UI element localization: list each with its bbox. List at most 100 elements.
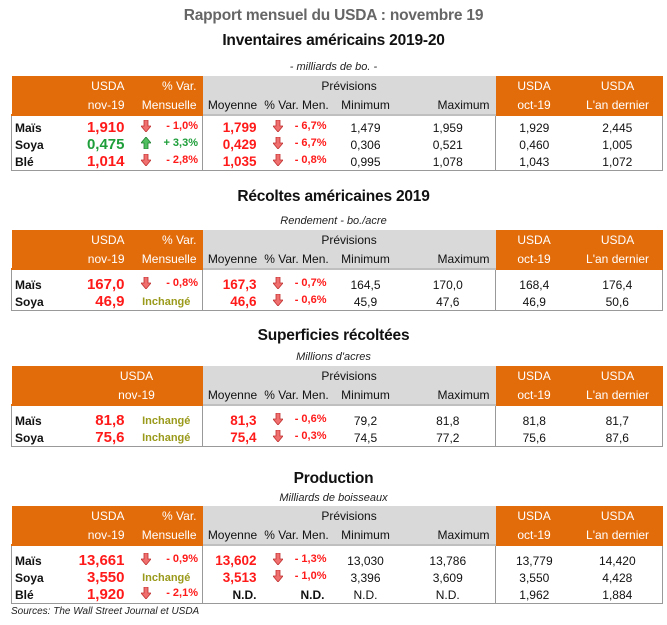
section-units: - milliards de bo. -: [289, 61, 378, 73]
crop-label: Maïs: [11, 276, 71, 293]
monthly-variation: Inchangé: [142, 571, 191, 584]
header-usda-last: USDA: [572, 366, 663, 385]
forecast-maximum: 170,0: [432, 277, 463, 292]
variation-percent: - 0,3%: [294, 430, 327, 442]
sources-note: Sources: The Wall Street Journal et USDA: [11, 606, 200, 617]
forecast-average: 46,6: [202, 293, 263, 311]
header-var: % Var.: [130, 76, 203, 95]
usda-oct-value: 75,6: [495, 429, 573, 447]
forecast-minimum: 0,306: [350, 137, 381, 152]
spacer-row: [11, 405, 664, 412]
header-var: % Var.: [130, 230, 203, 249]
forecast-average: 13,602: [202, 552, 263, 569]
crop-label: Maïs: [11, 552, 71, 569]
forecast-maximum: 13,786: [429, 553, 467, 568]
usda-oct-value: 3,550: [495, 569, 573, 586]
last-year-value: 176,4: [572, 276, 664, 293]
variation-percent: - 0,8%: [166, 277, 198, 289]
usda-nov-value: 167,0: [86, 276, 125, 293]
last-year-value: 1,005: [572, 136, 664, 153]
arrow-down-icon: [269, 570, 287, 582]
header-maximum: Maximum: [400, 249, 496, 270]
arrow-down-icon: [269, 120, 287, 132]
variation-percent: - 1,3%: [294, 553, 327, 565]
forecast-variation: - 0,6%: [262, 293, 331, 311]
variation-percent: - 0,6%: [294, 413, 327, 425]
header-nov19: nov-19: [70, 525, 131, 546]
last-year-value: 2,445: [572, 119, 664, 136]
forecast-variation: - 6,7%: [263, 119, 331, 136]
forecast-average: 3,513: [202, 569, 263, 586]
arrow-up-icon: [137, 137, 155, 149]
forecast-maximum: 0,521: [432, 137, 463, 152]
arrow-down-icon: [269, 430, 287, 442]
table-row: Maïs 167,0 - 0,8% 167,3 - 0,7% 164,5 170,0 16…: [11, 276, 664, 293]
header-maximum: Maximum: [400, 525, 496, 546]
usda-oct-value: 0,460: [495, 136, 573, 153]
usda-oct-value: 13,779: [495, 552, 573, 569]
arrow-down-icon: [137, 587, 155, 599]
crop-label: Soya: [11, 293, 71, 311]
variation-percent: - 6,7%: [294, 137, 327, 149]
table-row: Soya 3,550 Inchangé 3,513 - 1,0% 3,396 3,609 3…: [11, 569, 664, 586]
header-usda-last: USDA: [572, 506, 663, 525]
monthly-variation: - 0,8%: [131, 276, 203, 293]
crop-label: Soya: [11, 569, 71, 586]
variation-percent: - 0,7%: [294, 277, 327, 289]
last-year-value: 14,420: [572, 552, 664, 569]
usda-nov-value: 1,014: [70, 153, 131, 171]
forecast-maximum: 77,2: [400, 429, 496, 447]
spacer-row: [11, 115, 664, 119]
header-blank: [11, 95, 71, 116]
data-table: USDA% Var. Prévisions USDA USDA nov-19 Mensue…: [11, 230, 664, 311]
header-last-year: L'an dernier: [572, 95, 663, 116]
header-blank: [11, 385, 71, 406]
forecast-average: 81,3: [202, 412, 263, 429]
section-title: Récoltes américaines 2019: [237, 188, 430, 205]
crop-label: Soya: [11, 136, 71, 153]
header-mensuelle: Mensuelle: [130, 249, 203, 270]
header-minimum: Minimum: [330, 95, 401, 116]
arrow-down-icon: [269, 277, 287, 289]
variation-percent: - 6,7%: [294, 120, 327, 132]
spacer-row: [11, 545, 664, 552]
forecast-average: N.D.: [202, 586, 263, 604]
monthly-variation: - 0,9%: [131, 552, 203, 569]
forecast-maximum: 3,609: [432, 570, 463, 585]
header-usda: USDA: [70, 366, 203, 385]
arrow-down-icon: [137, 277, 155, 289]
usda-nov-value: 0,475: [86, 136, 125, 153]
header-last-year: L'an dernier: [572, 525, 663, 546]
forecast-average: 1,035: [202, 153, 263, 171]
last-year-value: 1,884: [572, 586, 664, 604]
last-year-value: 50,6: [572, 293, 664, 311]
header-usda-last: USDA: [572, 76, 663, 95]
arrow-down-icon: [137, 553, 155, 565]
data-table: USDA Prévisions USDA USDA nov-19 Moyenne% Var…: [11, 366, 664, 447]
variation-percent: - 0,6%: [294, 294, 327, 306]
forecast-variation: - 0,8%: [262, 153, 331, 171]
forecast-maximum: 47,6: [400, 293, 496, 311]
header-row: USDA% Var. Prévisions USDA USDA: [11, 506, 663, 525]
usda-nov-value: 1,920: [70, 586, 131, 604]
forecast-maximum: 81,8: [436, 413, 460, 428]
report-title: Rapport mensuel du USDA : novembre 19: [183, 7, 484, 24]
header-moyenne: Moyenne: [202, 249, 263, 270]
section-title: Production: [293, 470, 374, 487]
usda-oct-value: 1,929: [495, 119, 573, 136]
forecast-average: 1,799: [202, 119, 263, 136]
header-row: nov-19 Mensuelle Moyenne% Var. Men. Minimum…: [11, 95, 663, 116]
forecast-variation: - 1,3%: [263, 552, 331, 569]
header-moyenne: Moyenne: [202, 525, 263, 546]
monthly-variation: Inchangé: [142, 414, 191, 427]
crop-label: Soya: [11, 429, 71, 447]
header-minimum: Minimum: [330, 249, 401, 270]
header-oct19: oct-19: [495, 525, 573, 546]
header-minimum: Minimum: [330, 385, 401, 406]
forecast-minimum: N.D.: [330, 586, 401, 604]
arrow-down-icon: [269, 553, 287, 565]
forecast-minimum: 45,9: [330, 293, 401, 311]
arrow-down-icon: [137, 120, 155, 132]
variation-percent: - 2,1%: [166, 587, 198, 599]
header-usda: USDA: [70, 230, 131, 249]
